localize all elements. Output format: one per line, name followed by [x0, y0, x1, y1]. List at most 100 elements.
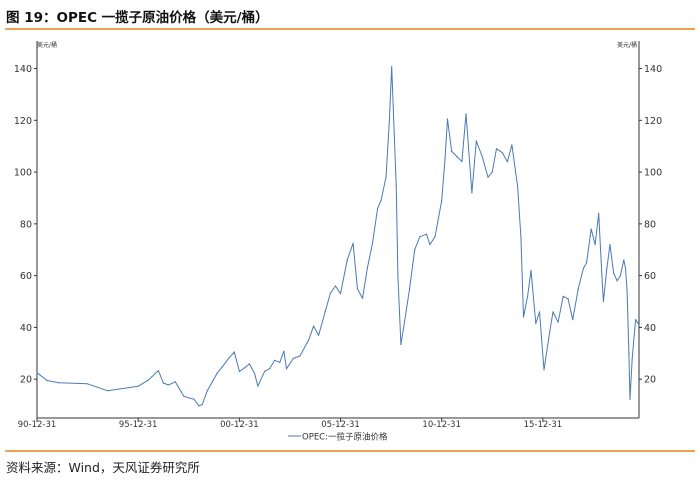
data-point — [409, 288, 411, 290]
data-point — [609, 244, 611, 246]
data-point — [530, 269, 532, 271]
data-point — [257, 385, 259, 387]
data-point — [167, 384, 170, 386]
y-tick-label-left: 60 — [20, 271, 32, 282]
data-point — [279, 361, 281, 363]
data-point — [299, 355, 301, 357]
data-point — [397, 275, 399, 277]
data-point — [107, 390, 109, 392]
data-point — [619, 275, 622, 277]
x-tick-label: 95-12-31 — [119, 420, 158, 430]
data-point — [606, 267, 608, 269]
data-point — [352, 242, 354, 244]
data-point — [419, 236, 421, 238]
data-point — [206, 390, 208, 392]
data-point — [527, 295, 529, 297]
y-tick-label-left: 100 — [14, 168, 32, 179]
data-point — [594, 244, 596, 246]
x-tick-label: 10-12-31 — [422, 420, 461, 430]
data-point — [425, 233, 428, 235]
data-point — [388, 119, 390, 121]
figure-title: 图 19：OPEC 一揽子原油价格（美元/桶） — [6, 10, 269, 26]
data-point — [475, 140, 477, 142]
data-point — [414, 249, 416, 251]
data-point — [586, 262, 588, 264]
data-point — [147, 379, 149, 381]
data-point — [590, 228, 592, 230]
data-point — [616, 280, 618, 282]
data-point — [339, 293, 342, 295]
data-point — [313, 325, 315, 327]
footer-rule — [5, 450, 695, 452]
data-point — [429, 244, 431, 246]
x-tick-label: 90-12-31 — [18, 420, 57, 430]
data-point — [446, 118, 449, 120]
data-point — [221, 366, 223, 368]
data-point — [380, 200, 382, 202]
data-point — [36, 372, 38, 374]
data-point — [613, 272, 615, 274]
data-point — [549, 332, 551, 334]
data-point — [631, 357, 633, 360]
data-point — [441, 200, 443, 202]
data-point — [535, 322, 537, 325]
data-point — [86, 383, 89, 385]
data-point — [371, 242, 374, 244]
y-tick-label-left: 140 — [14, 64, 32, 75]
data-point — [228, 357, 230, 359]
data-point — [557, 321, 559, 323]
plot-series — [36, 66, 640, 407]
chart-legend: OPEC:一揽子原油价格 — [288, 432, 388, 443]
data-point — [577, 288, 579, 290]
data-point — [356, 288, 358, 290]
data-point — [46, 379, 48, 382]
data-point — [562, 295, 564, 297]
data-point — [506, 161, 508, 163]
data-point — [318, 334, 320, 336]
data-point — [465, 113, 467, 115]
data-point — [292, 357, 294, 360]
left-axis-unit-label: 美元/桶 — [37, 41, 57, 49]
data-point — [511, 144, 513, 146]
y-tick-label-left: 20 — [20, 375, 32, 386]
data-point — [481, 155, 483, 158]
y-tick-label-left: 120 — [14, 116, 32, 127]
data-point — [334, 285, 337, 287]
data-point — [183, 395, 185, 397]
data-point — [601, 275, 603, 277]
x-tick-label: 00-12-31 — [220, 420, 259, 430]
data-point — [487, 176, 489, 178]
data-point — [157, 370, 159, 372]
data-point — [193, 398, 195, 400]
data-point — [628, 352, 630, 354]
data-point — [635, 319, 637, 321]
data-point — [598, 212, 600, 215]
right-axis-unit-label: 美元/桶 — [617, 41, 637, 49]
data-point — [461, 161, 463, 163]
data-point — [538, 311, 541, 313]
y-tick-label-right: 20 — [644, 375, 656, 386]
data-point — [623, 259, 625, 261]
data-point — [624, 267, 627, 269]
data-point — [522, 316, 525, 318]
data-point — [638, 324, 640, 326]
data-point — [395, 184, 397, 186]
data-point — [188, 397, 190, 399]
data-point — [211, 381, 213, 383]
data-point — [361, 297, 364, 299]
data-point — [283, 350, 285, 352]
y-tick-label-left: 40 — [20, 323, 32, 334]
data-point — [233, 351, 235, 353]
data-point — [346, 259, 348, 261]
data-point — [391, 66, 393, 68]
x-tick-label: 15-12-31 — [524, 420, 563, 430]
data-point — [552, 311, 554, 313]
source-note: 资料来源：Wind，天风证券研究所 — [6, 460, 200, 475]
y-tick-label-left: 80 — [20, 219, 32, 230]
data-point — [324, 310, 326, 312]
y-tick-label-right: 100 — [644, 168, 662, 179]
data-point — [451, 150, 453, 152]
data-point — [329, 292, 331, 294]
y-tick-label-right: 80 — [644, 219, 656, 230]
data-point — [174, 381, 176, 383]
